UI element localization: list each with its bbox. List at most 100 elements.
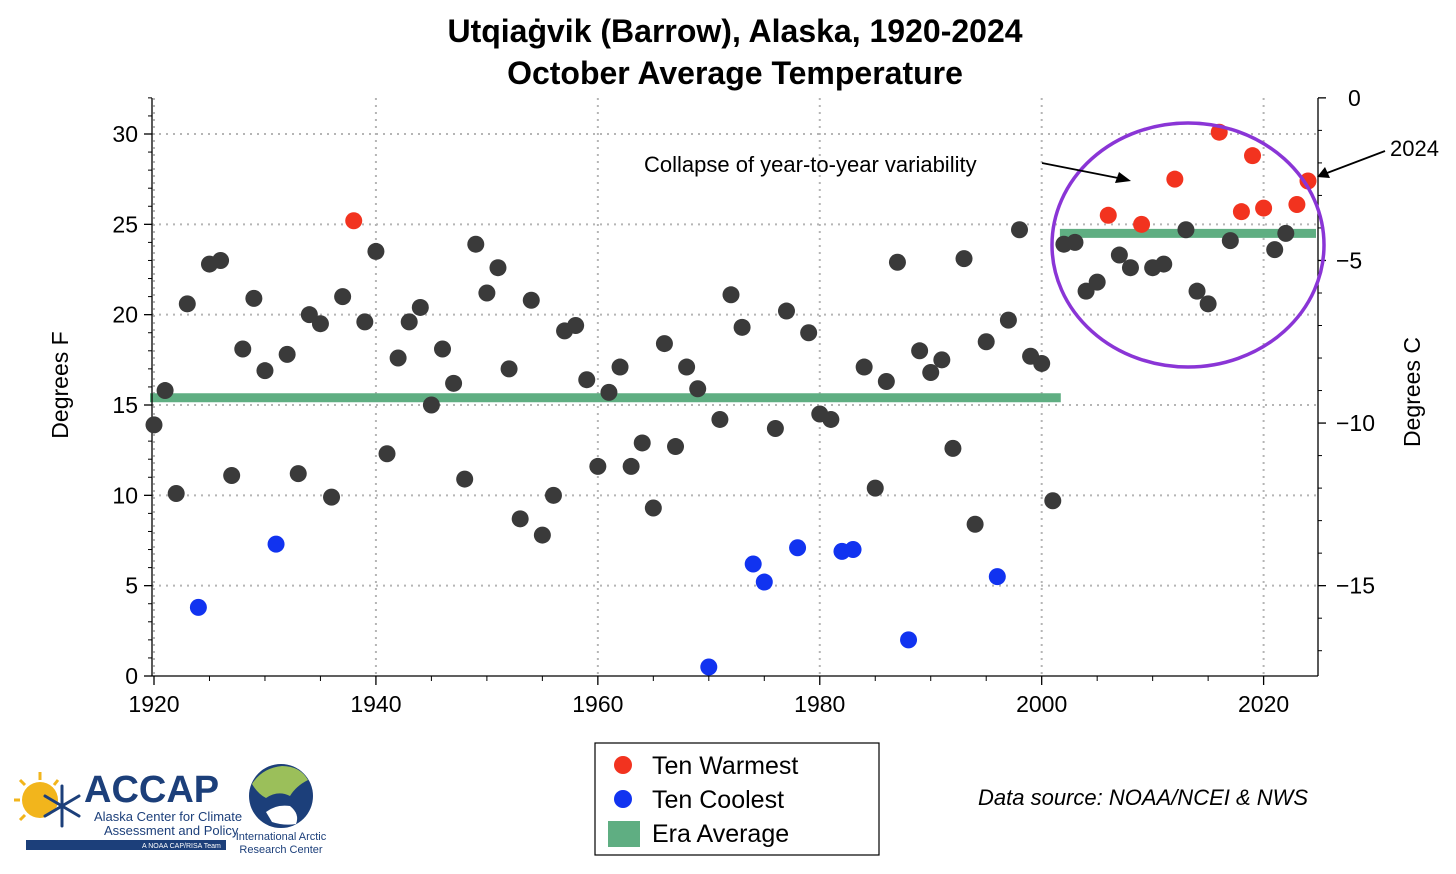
data-point	[478, 284, 496, 302]
data-point	[456, 470, 474, 488]
data-point	[267, 535, 285, 553]
data-point	[1199, 295, 1217, 313]
data-point	[789, 539, 807, 557]
data-point	[622, 457, 640, 475]
data-point	[922, 363, 940, 381]
data-point	[400, 313, 418, 331]
data-point	[511, 510, 529, 528]
iarc-line-1: International Arctic	[236, 831, 327, 843]
data-point	[234, 340, 252, 358]
globe-icon	[249, 764, 313, 828]
data-point	[844, 541, 862, 559]
iarc-line-2: Research Center	[239, 844, 322, 856]
variability-annotation: Collapse of year-to-year variability	[644, 152, 977, 177]
variability-arrow	[1041, 162, 1131, 183]
data-point	[678, 358, 696, 376]
data-point	[367, 242, 385, 260]
data-point	[1288, 195, 1306, 213]
data-point	[1011, 221, 1028, 239]
data-point	[711, 410, 729, 428]
data-point	[1110, 246, 1128, 264]
data-point	[189, 598, 207, 616]
data-point	[944, 439, 962, 457]
data-point	[866, 479, 884, 497]
data-point	[1188, 282, 1206, 300]
data-point	[544, 486, 562, 504]
data-point	[777, 302, 795, 320]
data-point	[733, 318, 751, 336]
accap-logo: ACCAP Alaska Center for Climate Assessme…	[14, 769, 242, 850]
y-axis-label: Degrees F	[47, 331, 73, 438]
accap-tagline: A NOAA CAP/RISA Team	[142, 843, 221, 850]
chart-title-line-2: October Average Temperature	[507, 55, 963, 91]
data-point	[256, 362, 274, 380]
accap-name: ACCAP	[84, 769, 219, 811]
accap-tagline-bar	[26, 840, 226, 850]
data-point	[633, 434, 651, 452]
y2-tick-label: −10	[1336, 410, 1375, 436]
y2-tick-label: 0	[1348, 85, 1361, 111]
data-point	[245, 289, 263, 307]
data-point	[589, 457, 607, 475]
y-tick-label: 25	[112, 211, 138, 237]
data-point	[755, 573, 773, 591]
data-point	[1166, 170, 1184, 188]
data-point	[378, 445, 396, 463]
sun-snowflake-icon	[14, 772, 81, 828]
chart-title-line-1: Utqiaġvik (Barrow), Alaska, 1920-2024	[447, 13, 1022, 49]
data-point	[223, 466, 241, 484]
y-tick-label: 0	[125, 663, 138, 689]
data-point	[911, 342, 929, 360]
year-2024-label: 2024	[1390, 136, 1439, 161]
legend-box	[594, 742, 880, 856]
data-point	[278, 345, 296, 363]
data-point	[567, 317, 585, 335]
data-point	[877, 373, 895, 391]
accap-line-2: Assessment and Policy	[104, 823, 239, 838]
y-tick-label: 15	[112, 392, 138, 418]
y-tick-label: 10	[112, 482, 138, 508]
data-point	[600, 383, 618, 401]
legend-label-warmest: Ten Warmest	[652, 752, 798, 780]
data-point	[422, 396, 440, 414]
data-point	[988, 568, 1006, 586]
data-point	[1266, 241, 1284, 259]
data-point	[500, 360, 518, 378]
data-point	[1066, 233, 1084, 251]
data-point	[644, 499, 662, 517]
legend: Ten Warmest Ten Coolest Era Average	[594, 742, 880, 856]
data-point	[1232, 203, 1250, 221]
legend-marker-coolest	[614, 790, 632, 808]
data-point	[1044, 492, 1062, 510]
data-point	[1088, 273, 1106, 291]
data-point	[289, 465, 307, 483]
iarc-logo: International Arctic Research Center	[236, 764, 327, 856]
y-tick-label: 5	[125, 573, 138, 599]
data-point	[1244, 147, 1262, 165]
data-point	[766, 419, 784, 437]
data-point	[167, 485, 185, 503]
data-point	[977, 333, 995, 351]
data-point	[345, 212, 363, 230]
data-point	[389, 349, 407, 367]
data-point	[311, 315, 329, 333]
data-points	[145, 123, 1317, 676]
grid	[152, 98, 1318, 676]
data-point	[1277, 224, 1295, 242]
data-point	[667, 438, 685, 456]
data-point	[1033, 354, 1051, 372]
y-tick-label: 30	[112, 121, 138, 147]
x-tick-label: 1940	[350, 691, 401, 717]
data-point	[1299, 172, 1317, 190]
accap-line-1: Alaska Center for Climate	[94, 809, 242, 824]
data-point	[1177, 221, 1195, 239]
data-point	[445, 374, 463, 392]
data-point	[1133, 215, 1151, 233]
data-point	[655, 335, 673, 353]
data-point	[1099, 206, 1117, 224]
x-tick-label: 1920	[128, 691, 179, 717]
data-point	[1221, 232, 1239, 250]
data-point	[578, 371, 596, 389]
y2-tick-label: −5	[1336, 247, 1362, 273]
x-tick-label: 1960	[572, 691, 623, 717]
